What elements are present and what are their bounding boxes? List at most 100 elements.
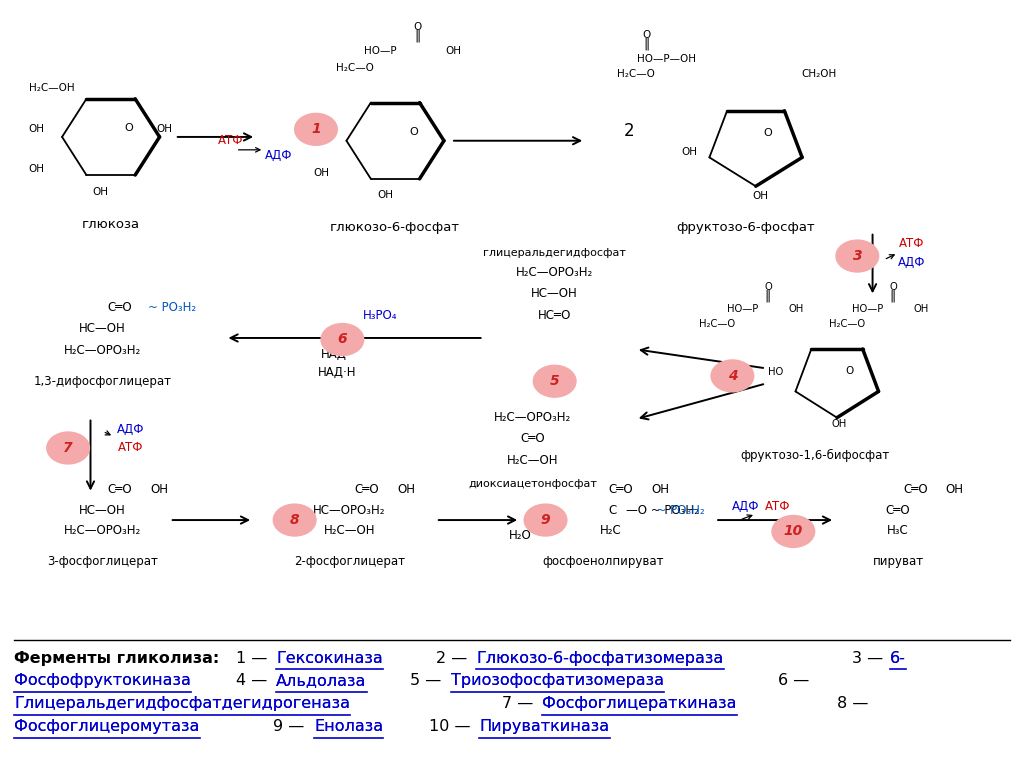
Text: 3-фосфоглицерат: 3-фосфоглицерат [47,555,158,568]
Text: C═O: C═O [520,433,545,446]
Circle shape [273,504,316,536]
Text: HC═O: HC═O [538,309,571,321]
Text: H₂C—OPO₃H₂: H₂C—OPO₃H₂ [65,344,141,357]
Text: Триозофосфатизомераза: Триозофосфатизомераза [451,673,664,689]
Text: 8: 8 [290,513,299,527]
Text: ‖: ‖ [765,290,771,303]
Text: H₃C: H₃C [887,524,909,537]
Text: 2 —: 2 — [436,650,467,666]
Text: OH: OH [29,164,45,174]
Text: O: O [642,29,650,40]
Text: Триозофосфатизомераза: Триозофосфатизомераза [451,673,664,689]
Text: ‖: ‖ [415,30,421,42]
Text: H₂C—OPO₃H₂: H₂C—OPO₃H₂ [65,524,141,537]
Text: H₂O: H₂O [509,528,531,542]
Text: C═O: C═O [886,504,910,517]
Text: 7: 7 [63,441,73,455]
Text: —O ~ PO₃H₂: —O ~ PO₃H₂ [626,504,698,517]
Text: OH: OH [151,483,168,496]
Text: H₂C—O: H₂C—O [336,63,374,73]
Text: НАД⁺: НАД⁺ [322,348,353,361]
Text: O: O [764,128,772,138]
Text: Глицеральдегидфосфатдегидрогеназа: Глицеральдегидфосфатдегидрогеназа [14,696,350,711]
Text: HO—P: HO—P [364,46,396,56]
Text: C═O: C═O [108,301,132,314]
Text: ~ PO₃H₂: ~ PO₃H₂ [634,504,705,517]
Text: OH: OH [377,190,393,200]
Text: ‖: ‖ [890,290,896,303]
Text: Фосфофруктокиназа: Фосфофруктокиназа [14,673,191,689]
Text: H₃PO₄: H₃PO₄ [362,309,397,321]
Circle shape [295,114,337,145]
Text: 10 —: 10 — [429,719,470,734]
Text: C: C [608,504,616,517]
Text: 3 —: 3 — [852,650,884,666]
Text: 6-: 6- [890,650,905,666]
Text: диоксиацетонфосфат: диоксиацетонфосфат [468,479,597,489]
Text: OH: OH [29,124,45,134]
Text: Глюкозо-6-фосфатизомераза: Глюкозо-6-фосфатизомераза [476,650,724,666]
Circle shape [322,324,364,355]
Text: C═O: C═O [108,483,132,496]
Text: Гексокиназа: Гексокиназа [276,650,383,666]
Text: 1,3-дифосфоглицерат: 1,3-дифосфоглицерат [34,375,172,388]
Text: фруктозо-1,6-бифосфат: фруктозо-1,6-бифосфат [740,449,889,463]
Text: 2-фосфоглицерат: 2-фосфоглицерат [294,555,406,568]
Text: CH₂OH: CH₂OH [801,69,837,79]
Text: H₂C—O: H₂C—O [617,69,655,79]
Text: Глицеральдегидфосфатдегидрогеназа: Глицеральдегидфосфатдегидрогеназа [14,696,350,711]
Text: H₂C—OH: H₂C—OH [324,524,375,537]
Text: Гексокиназа: Гексокиназа [276,650,383,666]
Text: HC—OH: HC—OH [531,288,578,301]
Text: OH: OH [946,483,964,496]
Text: OH: OH [913,304,929,314]
Text: OH: OH [313,128,329,138]
Text: Фосфоглицераткиназа: Фосфоглицераткиназа [543,696,737,711]
Text: OH: OH [92,186,109,196]
Text: АТФ: АТФ [218,134,244,147]
Circle shape [711,360,754,392]
Text: O: O [889,282,897,292]
Circle shape [836,240,879,272]
Text: Фосфоглицеромутаза: Фосфоглицеромутаза [14,719,200,734]
Text: 1 —: 1 — [236,650,267,666]
Text: Енолаза: Енолаза [314,719,383,734]
Text: глицеральдегидфосфат: глицеральдегидфосфат [483,248,626,258]
Text: Пируваткиназа: Пируваткиназа [479,719,609,734]
Text: АДФ: АДФ [118,423,144,436]
Text: Альдолаза: Альдолаза [276,673,367,689]
Circle shape [772,515,815,548]
Text: Глюкозо-6-фосфатизомераза: Глюкозо-6-фосфатизомераза [476,650,724,666]
Text: H₂C—OH: H₂C—OH [507,453,558,466]
Text: 9 —: 9 — [273,719,304,734]
Text: 3: 3 [853,249,862,263]
Text: HC—OH: HC—OH [79,504,126,517]
Text: ~ PO₃H₂: ~ PO₃H₂ [148,301,197,314]
Text: 6-: 6- [890,650,905,666]
Text: АДФ: АДФ [732,500,760,513]
Text: 5 —: 5 — [411,673,441,689]
Circle shape [524,504,567,536]
Text: C═O: C═O [354,483,379,496]
Text: O: O [845,366,853,376]
Text: Пируваткиназа: Пируваткиназа [479,719,609,734]
Text: O: O [764,282,772,292]
Text: HO: HO [768,367,783,377]
Text: АТФ: АТФ [898,237,924,249]
Text: фруктозо-6-фосфат: фруктозо-6-фосфат [676,222,815,235]
Text: глюкоза: глюкоза [82,218,140,231]
Text: Енолаза: Енолаза [314,719,383,734]
Text: 9: 9 [541,513,550,527]
Text: HC—OH: HC—OH [79,322,126,335]
Text: Альдолаза: Альдолаза [276,673,367,689]
Text: 6 —: 6 — [778,673,809,689]
Text: OH: OH [753,191,769,201]
Text: ‖: ‖ [643,37,649,50]
Text: H₂C—O: H₂C—O [829,319,865,329]
Text: АТФ: АТФ [765,500,791,513]
Text: HO—P: HO—P [852,304,883,314]
Text: H₂C—OH: H₂C—OH [29,83,75,93]
Text: H₂C—OPO₃H₂: H₂C—OPO₃H₂ [516,266,593,279]
Text: OH: OH [445,46,461,56]
Text: 1: 1 [311,123,321,137]
